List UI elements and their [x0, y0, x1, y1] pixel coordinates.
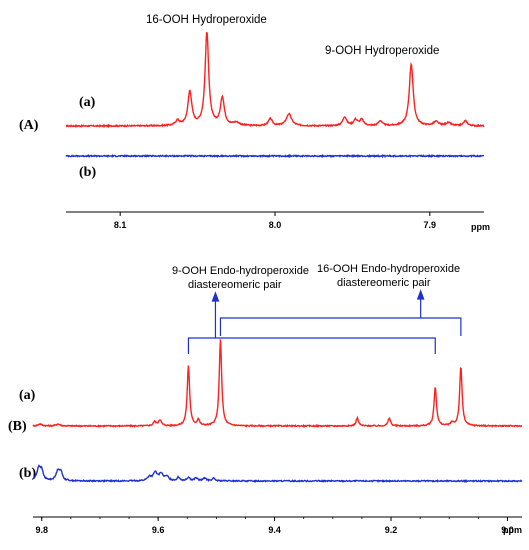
x-tick-label: 9.6 — [152, 525, 165, 535]
annotation-16-ooh-endo-line1: 16-OOH Endo-hydroperoxide — [317, 263, 460, 275]
x-tick-label: 8.0 — [269, 220, 282, 230]
x-unit-panel-a: ppm — [471, 222, 490, 232]
arrow-9-ooh-head — [211, 291, 220, 302]
annotation-16-ooh-endo-line2: diastereomeric pair — [337, 277, 431, 289]
panel-a-label: (A) — [19, 118, 39, 133]
diastereomeric-pair-brackets — [187, 289, 462, 354]
series-b-label-panel-a: (b) — [79, 165, 96, 180]
x-tick-label: 7.9 — [424, 220, 437, 230]
x-tick-label: 9.0 — [501, 525, 514, 535]
panel-b-label: (B) — [8, 419, 27, 434]
series-a-label-panel-b: (a) — [19, 388, 36, 403]
x-unit-panel-b: ppm — [503, 525, 522, 535]
bracket-inner-pair — [219, 317, 462, 336]
series-a-label-panel-a: (a) — [79, 95, 96, 110]
x-tick-label: 9.8 — [35, 525, 48, 535]
spectrum-b-panel-b — [32, 464, 523, 483]
arrow-16-ooh-head — [416, 289, 425, 300]
annotation-9-ooh-endo-line1: 9-OOH Endo-hydroperoxide — [172, 265, 309, 277]
annotation-16-ooh-hydroperoxide: 16-OOH Hydroperoxide — [146, 14, 267, 26]
spectrum-b-panel-a — [65, 153, 485, 159]
x-ticks-panel-a: 8.1 8.0 7.9 — [114, 212, 436, 230]
bracket-outer-pair — [187, 337, 436, 354]
series-b-label-panel-b: (b) — [19, 466, 36, 481]
annotation-9-ooh-endo-line2: diastereomeric pair — [188, 279, 282, 291]
x-tick-label: 9.4 — [268, 525, 281, 535]
x-tick-label: 8.1 — [114, 220, 127, 230]
panel-b: 9-OOH Endo-hydroperoxide diastereomeric … — [8, 263, 523, 535]
panel-a: 16-OOH Hydroperoxide 9-OOH Hydroperoxide… — [19, 14, 490, 232]
x-tick-label: 9.2 — [385, 525, 398, 535]
annotation-9-ooh-hydroperoxide: 9-OOH Hydroperoxide — [325, 45, 439, 57]
spectrum-a-panel-a — [65, 31, 485, 129]
spectrum-a-panel-b — [32, 339, 523, 428]
x-ticks-panel-b: 9.8 9.6 9.4 9.2 9.0 — [35, 517, 514, 535]
